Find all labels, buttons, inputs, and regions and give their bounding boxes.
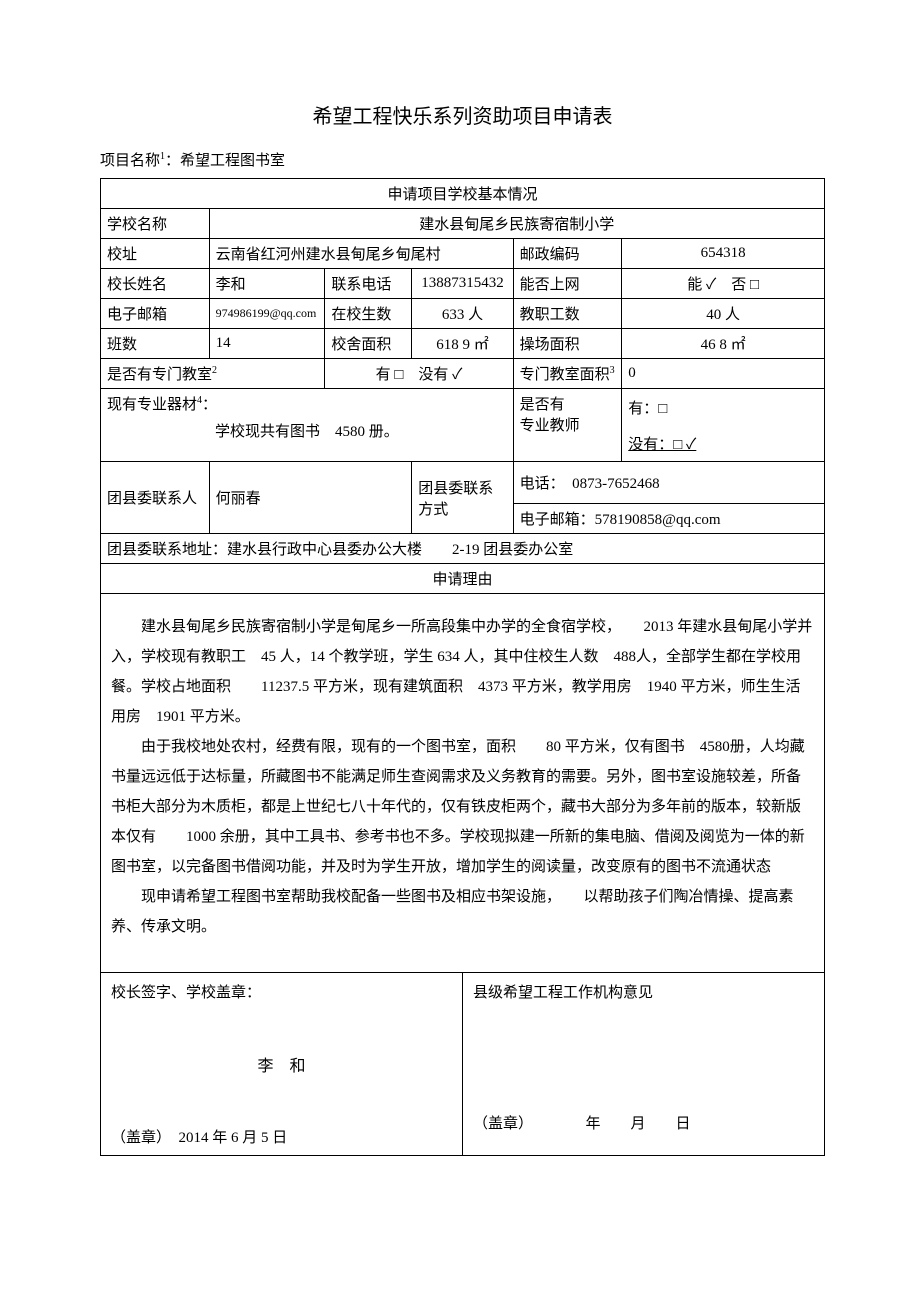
value-has-no: 没有：□ ✓ — [622, 425, 825, 462]
value-principal: 李和 — [209, 269, 325, 299]
application-table: 申请项目学校基本情况 学校名称 建水县甸尾乡民族寄宿制小学 校址 云南省红河州建… — [100, 178, 825, 594]
label-classes: 班数 — [101, 329, 210, 359]
label-email: 电子邮箱 — [101, 299, 210, 329]
label-postal: 邮政编码 — [513, 239, 622, 269]
reason-content: 建水县甸尾乡民族寄宿制小学是甸尾乡一所高段集中办学的全食宿学校， 2013 年建… — [100, 594, 825, 973]
value-staff: 40 人 — [622, 299, 825, 329]
label-dedicated-room: 是否有专门教室2 — [101, 359, 325, 389]
reason-p1: 建水县甸尾乡民族寄宿制小学是甸尾乡一所高段集中办学的全食宿学校， 2013 年建… — [111, 612, 814, 732]
label-playground: 操场面积 — [513, 329, 622, 359]
signature-table: 校长签字、学校盖章： 李 和 （盖章） 2014 年 6 月 5 日 县级希望工… — [100, 973, 825, 1156]
label-dedicated-area: 专门教室面积3 — [513, 359, 622, 389]
value-address: 云南省红河州建水县甸尾乡甸尾村 — [209, 239, 513, 269]
equipment-value: 学校现共有图书 4580 册。 — [107, 420, 507, 441]
value-email: 974986199@qq.com — [209, 299, 325, 329]
equipment-cell: 现有专业器材4： 学校现共有图书 4580 册。 — [101, 389, 514, 462]
reason-p3: 现申请希望工程图书室帮助我校配备一些图书及相应书架设施， 以帮助孩子们陶冶情操、… — [111, 882, 814, 942]
value-phone: 13887315432 — [412, 269, 513, 299]
reason-p2: 由于我校地处农村，经费有限，现有的一个图书室，面积 80 平方米，仅有图书 45… — [111, 732, 814, 882]
value-internet: 能 ✓ 否 □ — [622, 269, 825, 299]
section-reason: 申请理由 — [101, 564, 825, 594]
label-building-area: 校舍面积 — [325, 329, 412, 359]
section-basic-info: 申请项目学校基本情况 — [101, 179, 825, 209]
label-county-contact: 团县委联系人 — [101, 462, 210, 534]
county-opinion-label: 县级希望工程工作机构意见 — [473, 981, 814, 1002]
county-sign-date: （盖章） 年 月 日 — [473, 1112, 814, 1133]
value-postal: 654318 — [622, 239, 825, 269]
value-has-yes: 有：□ — [622, 389, 825, 426]
label-address: 校址 — [101, 239, 210, 269]
principal-sign-label: 校长签字、学校盖章： — [111, 981, 452, 1002]
value-county-phone: 电话： 0873-7652468 — [513, 462, 824, 504]
principal-sign-date: （盖章） 2014 年 6 月 5 日 — [111, 1126, 452, 1147]
value-county-contact: 何丽春 — [209, 462, 412, 534]
label-students: 在校生数 — [325, 299, 412, 329]
value-dedicated-area: 0 — [622, 359, 825, 389]
project-name-value: ：希望工程图书室 — [165, 153, 285, 169]
value-building-area: 618 9 ㎡ — [412, 329, 513, 359]
label-school-name: 学校名称 — [101, 209, 210, 239]
principal-sign-name: 李 和 — [111, 1052, 452, 1076]
value-students: 633 人 — [412, 299, 513, 329]
county-opinion-cell: 县级希望工程工作机构意见 （盖章） 年 月 日 — [463, 973, 825, 1156]
county-address: 团县委联系地址：建水县行政中心县委办公大楼 2-19 团县委办公室 — [101, 534, 825, 564]
value-school-name: 建水县甸尾乡民族寄宿制小学 — [209, 209, 824, 239]
project-name-line: 项目名称1：希望工程图书室 — [100, 149, 825, 170]
value-county-email: 电子邮箱：578190858@qq.com — [513, 504, 824, 534]
label-has-teacher: 是否有 专业教师 — [513, 389, 622, 462]
label-phone: 联系电话 — [325, 269, 412, 299]
label-internet: 能否上网 — [513, 269, 622, 299]
project-name-label: 项目名称 — [100, 153, 160, 169]
value-playground: 46 8 ㎡ — [622, 329, 825, 359]
value-dedicated-room: 有 □ 没有 ✓ — [325, 359, 513, 389]
principal-sign-cell: 校长签字、学校盖章： 李 和 （盖章） 2014 年 6 月 5 日 — [101, 973, 463, 1156]
value-classes: 14 — [209, 329, 325, 359]
label-staff: 教职工数 — [513, 299, 622, 329]
label-county-method: 团县委联系方式 — [412, 462, 513, 534]
label-principal: 校长姓名 — [101, 269, 210, 299]
form-title: 希望工程快乐系列资助项目申请表 — [100, 100, 825, 129]
